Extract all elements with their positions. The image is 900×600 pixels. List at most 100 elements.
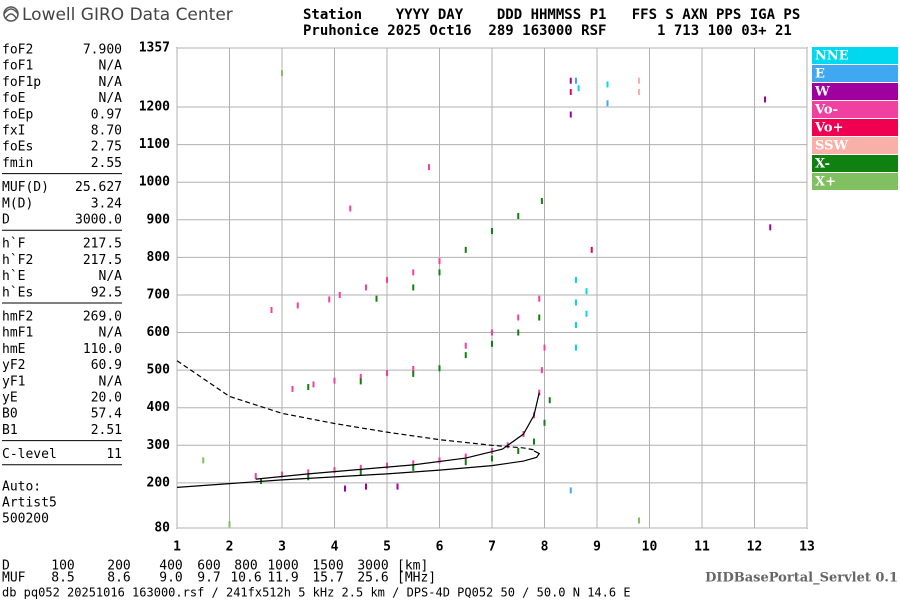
echo-point bbox=[412, 269, 415, 276]
echo-point bbox=[464, 246, 467, 253]
header-line: Pruhonice 2025 Oct16 289 163000 RSF 1 71… bbox=[303, 23, 792, 39]
legend-label: SSW bbox=[815, 139, 848, 154]
param-name: yF2 bbox=[2, 358, 25, 373]
echo-point bbox=[575, 322, 577, 329]
table-value: 9.0 bbox=[159, 571, 182, 586]
echo-point bbox=[328, 296, 331, 303]
param-value: 25.627 bbox=[75, 180, 122, 195]
param-value: 2.55 bbox=[91, 156, 122, 171]
echo-point bbox=[464, 453, 467, 460]
x-tick-label: 8 bbox=[541, 540, 549, 555]
table-value: 9.7 bbox=[197, 571, 220, 586]
y-tick-label: 900 bbox=[147, 212, 171, 227]
table-value: 3000 bbox=[357, 559, 388, 574]
table-value: 400 bbox=[159, 559, 182, 574]
echo-point bbox=[386, 462, 388, 469]
echo-point bbox=[333, 467, 336, 474]
param-value: N/A bbox=[99, 326, 123, 341]
param-value: 269.0 bbox=[83, 310, 122, 325]
echo-point bbox=[540, 197, 543, 204]
echo-point bbox=[202, 457, 205, 464]
echo-point bbox=[517, 213, 520, 220]
echo-point bbox=[412, 370, 415, 377]
x-tick-label: 5 bbox=[383, 540, 391, 555]
echo-point bbox=[569, 487, 572, 494]
table-value: 8.5 bbox=[51, 571, 74, 586]
echo-point bbox=[359, 373, 362, 380]
x-tick-label: 6 bbox=[436, 540, 444, 555]
echo-point bbox=[491, 455, 493, 462]
echo-point bbox=[590, 246, 593, 253]
echo-point bbox=[428, 164, 430, 171]
echo-point bbox=[254, 473, 257, 480]
echo-point bbox=[577, 85, 580, 92]
table-value: 1500 bbox=[312, 559, 343, 574]
y-tick-label: 1357 bbox=[139, 41, 170, 56]
header-line: Station YYYY DAY DDD HHMMSS P1 FFS S AXN… bbox=[303, 7, 800, 23]
table-value: 10.6 bbox=[230, 571, 261, 586]
param-value: 110.0 bbox=[83, 342, 122, 357]
param-value: N/A bbox=[99, 374, 123, 389]
y-tick-label: 400 bbox=[147, 400, 171, 415]
table-unit: [MHz] bbox=[397, 571, 436, 586]
legend-label: W bbox=[814, 85, 830, 100]
table-value: 100 bbox=[51, 559, 74, 574]
y-tick-label: 600 bbox=[147, 325, 171, 340]
echo-point bbox=[569, 111, 572, 118]
x-tick-label: 1 bbox=[173, 540, 181, 555]
legend-swatch bbox=[812, 155, 898, 172]
logo-text: Lowell GIRO Data Center bbox=[22, 5, 233, 25]
table-unit: [km] bbox=[397, 559, 428, 574]
legend-swatch bbox=[812, 137, 898, 154]
legend-swatch bbox=[812, 119, 898, 136]
y-tick-label: 500 bbox=[147, 363, 171, 378]
x-tick-label: 2 bbox=[226, 540, 234, 555]
logo-icon bbox=[3, 6, 19, 22]
table-value: 600 bbox=[197, 559, 220, 574]
echo-point bbox=[491, 447, 493, 454]
echo-point bbox=[769, 224, 772, 231]
echo-point bbox=[359, 464, 362, 471]
y-tick-label: 700 bbox=[147, 287, 171, 302]
echo-point bbox=[307, 384, 310, 391]
legend-swatch bbox=[812, 101, 898, 118]
param-name: hmF1 bbox=[2, 326, 33, 341]
param-value: 92.5 bbox=[91, 285, 122, 300]
param-value: 3.24 bbox=[91, 196, 122, 211]
echo-point bbox=[575, 77, 577, 84]
param-name: fmin bbox=[2, 156, 33, 171]
y-tick-label: 200 bbox=[147, 475, 171, 490]
echo-point bbox=[543, 344, 546, 351]
echo-point bbox=[764, 96, 766, 103]
param-name: foEs bbox=[2, 140, 33, 155]
echo-point bbox=[538, 295, 541, 302]
param-name: B1 bbox=[2, 423, 18, 438]
param-name: h`E bbox=[2, 269, 25, 284]
profile-line bbox=[176, 450, 541, 489]
legend-swatch bbox=[812, 83, 898, 100]
param-name: fxI bbox=[2, 124, 25, 139]
x-tick-label: 13 bbox=[799, 540, 815, 555]
servlet: DIDBasePortal_Servlet 0.1 bbox=[705, 571, 898, 586]
legend-label: X+ bbox=[815, 175, 836, 190]
param-name: yE bbox=[2, 391, 18, 406]
param-value: 217.5 bbox=[83, 253, 122, 268]
echo-point bbox=[533, 438, 535, 445]
param-name: C-level bbox=[2, 447, 57, 462]
echo-point bbox=[575, 299, 577, 306]
echo-point bbox=[412, 460, 415, 467]
y-tick-label: 300 bbox=[147, 438, 171, 453]
echo-point bbox=[307, 474, 310, 481]
echo-point bbox=[412, 464, 415, 471]
legend-label: X- bbox=[815, 157, 830, 172]
echo-point bbox=[540, 367, 543, 374]
param-name: hmF2 bbox=[2, 310, 33, 325]
echo-point bbox=[538, 314, 541, 321]
echo-point bbox=[344, 485, 346, 492]
legend-label: E bbox=[815, 67, 825, 82]
y-tick-label: 1000 bbox=[139, 175, 170, 190]
x-tick-label: 12 bbox=[747, 540, 763, 555]
y-tick-label: 80 bbox=[154, 521, 170, 536]
echo-point bbox=[585, 310, 588, 317]
y-tick-label: 1200 bbox=[139, 100, 170, 115]
